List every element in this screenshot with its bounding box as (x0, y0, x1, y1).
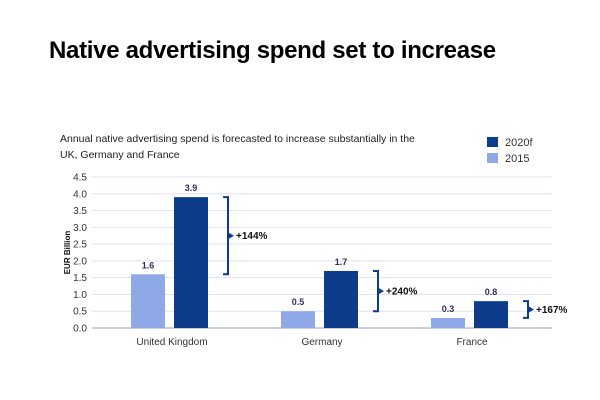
change-bracket (523, 300, 529, 319)
change-label: +144% (236, 231, 268, 242)
bar-2015 (131, 274, 165, 328)
y-tick-label: 3.0 (73, 223, 87, 234)
change-arrow (528, 306, 534, 314)
change-bracket (373, 269, 379, 313)
x-tick-label: France (456, 337, 488, 348)
y-axis-label: EUR Billion (63, 231, 72, 275)
bar-2015 (431, 317, 465, 328)
chart-subtitle: Annual native advertising spend is forec… (60, 133, 415, 161)
data-label: 0.8 (485, 287, 498, 297)
y-tick-label: 1.5 (73, 273, 87, 284)
data-label: 0.5 (292, 297, 305, 307)
legend-swatch-2015 (487, 153, 498, 163)
bar-2020f (474, 301, 508, 328)
bar-2015 (281, 311, 315, 328)
change-label: +167% (536, 305, 568, 316)
change-bracket (223, 196, 229, 276)
y-tick-label: 4.5 (73, 173, 87, 184)
legend-label: 2015 (505, 153, 529, 165)
change-arrow (378, 287, 384, 295)
chart-title: Native advertising spend set to increase (49, 37, 496, 64)
y-tick-label: 2.0 (73, 256, 87, 267)
x-tick-label: Germany (301, 337, 342, 348)
change-arrow (228, 232, 234, 240)
bar-2020f (324, 270, 358, 328)
legend-label: 2020f (505, 137, 533, 149)
y-tick-label: 2.5 (73, 240, 87, 251)
y-tick-label: 1.0 (73, 290, 87, 301)
data-label: 3.9 (185, 183, 198, 193)
y-tick-label: 4.0 (73, 189, 87, 200)
y-tick-label: 3.5 (73, 206, 87, 217)
bar-2020f (174, 197, 208, 328)
y-tick-label: 0.0 (73, 324, 87, 335)
x-tick-label: United Kingdom (136, 337, 207, 348)
y-tick-label: 0.5 (73, 307, 87, 318)
data-label: 0.3 (442, 304, 455, 314)
legend-swatch-2020f (487, 137, 498, 147)
data-label: 1.7 (335, 257, 348, 267)
data-label: 1.6 (142, 260, 155, 270)
change-label: +240% (386, 287, 418, 298)
